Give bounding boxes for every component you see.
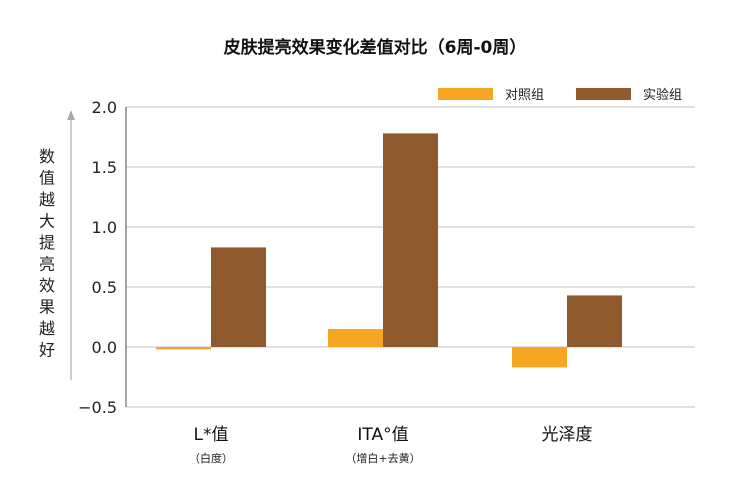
y-tick-label: −0.5 bbox=[78, 398, 117, 417]
y-tick-label: 1.5 bbox=[92, 158, 117, 177]
x-category-label: L*值 bbox=[194, 425, 229, 445]
y-tick-label: 0.0 bbox=[92, 338, 117, 357]
chart-title: 皮肤提亮效果变化差值对比（6周-0周） bbox=[224, 37, 527, 58]
y-tick-label: 1.0 bbox=[92, 218, 117, 237]
bar-experiment bbox=[383, 133, 438, 347]
bar-control bbox=[156, 347, 211, 350]
bar-control bbox=[512, 347, 567, 368]
y-tick-label: 0.5 bbox=[92, 278, 117, 297]
legend-label: 实验组 bbox=[643, 87, 682, 103]
y-axis-label: 数值越大提亮效果越好 bbox=[39, 147, 55, 360]
x-category-label: ITA°值 bbox=[357, 425, 408, 445]
bar-experiment bbox=[567, 295, 622, 347]
bar-control bbox=[328, 329, 383, 347]
y-arrow-head-icon bbox=[67, 110, 75, 120]
x-category-sublabel: （白度） bbox=[189, 451, 233, 465]
legend-swatch bbox=[576, 88, 631, 100]
bar-experiment bbox=[211, 247, 266, 347]
y-tick-label: 2.0 bbox=[92, 98, 117, 117]
legend-swatch bbox=[438, 88, 493, 100]
legend-label: 对照组 bbox=[505, 88, 544, 103]
x-category-sublabel: （增白+去黄） bbox=[345, 451, 420, 465]
x-category-label: 光泽度 bbox=[542, 425, 593, 445]
